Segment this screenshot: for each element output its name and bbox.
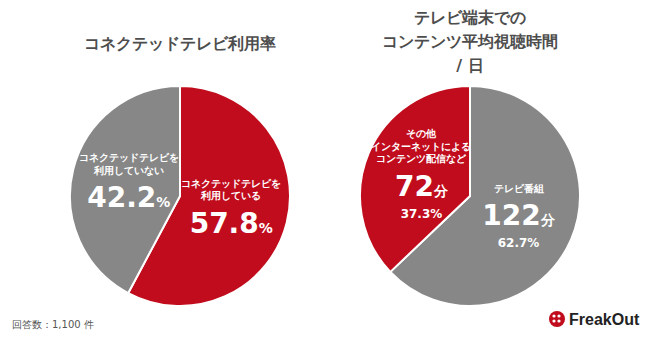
category-label: コネクテッドテレビを 利用している [181, 177, 281, 202]
logo: FreakOut [548, 310, 639, 329]
footnote: 回答数：1,100 件 [12, 318, 94, 332]
category-label: テレビ番組 [494, 183, 544, 196]
slice-label: コネクテッドテレビを 利用している 57.8% [181, 177, 281, 240]
value-label: 72分 [395, 169, 448, 204]
pie-slice [70, 86, 180, 293]
stage: コネクテッドテレビ利用率コネクテッドテレビを 利用している57.8%コネクテッド… [0, 0, 650, 342]
logo-icon [548, 310, 566, 328]
chart-title: コネクテッドテレビ利用率 [84, 32, 276, 56]
pie [360, 86, 580, 306]
value-label: 122分 [482, 198, 554, 233]
slice-label: テレビ番組 122分 62.7% [482, 183, 554, 252]
value-label: 42.2% [87, 180, 170, 215]
chart-title: テレビ端末での コンテンツ平均視聴時間 / 日 [380, 6, 560, 78]
category-label: その他 インターネットによる コンテンツ配信など [371, 128, 471, 166]
pie [70, 86, 290, 306]
share-label: 62.7% [498, 236, 540, 251]
share-label: 37.3% [401, 207, 443, 222]
slice-label: その他 インターネットによる コンテンツ配信など72分 37.3% [371, 128, 471, 222]
value-label: 57.8% [190, 205, 273, 240]
category-label: コネクテッドテレビを 利用していない [79, 152, 179, 177]
slice-label: コネクテッドテレビを 利用していない 42.2% [79, 152, 179, 215]
pie-slice [360, 86, 470, 272]
